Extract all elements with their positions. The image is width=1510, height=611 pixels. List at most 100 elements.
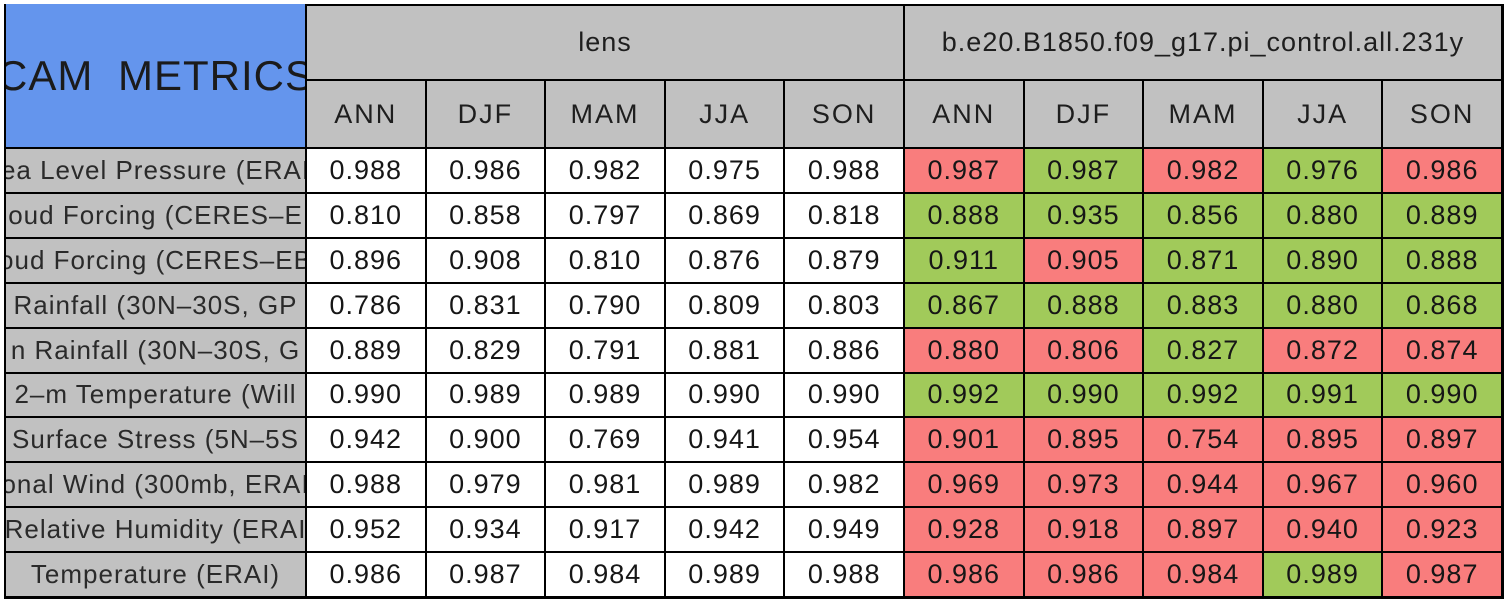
lens-value-cell: 0.941 — [665, 418, 784, 462]
lens-value-cell: 0.934 — [426, 508, 545, 552]
lens-value-cell: 0.810 — [546, 238, 664, 282]
control-value-cell: 0.987 — [1024, 149, 1143, 192]
control-season-header-mam: MAM — [1144, 81, 1262, 147]
control-value-cell: 0.880 — [1263, 283, 1382, 327]
lens-value-cell: 0.942 — [307, 418, 425, 462]
control-value-cell: 0.895 — [1024, 418, 1143, 462]
lens-value-cell: 0.989 — [665, 463, 784, 507]
lens-value-cell: 0.982 — [785, 463, 903, 507]
control-value-cell: 0.986 — [904, 553, 1023, 596]
control-value-cell: 0.935 — [1024, 193, 1143, 237]
column-group-control-run: b.e20.B1850.f09_g17.pi_control.all.231y — [904, 6, 1501, 79]
control-value-cell: 0.897 — [1144, 508, 1262, 552]
lens-value-cell: 0.881 — [665, 328, 784, 372]
control-value-cell: 0.992 — [1144, 373, 1262, 417]
control-value-cell: 0.905 — [1024, 238, 1143, 282]
row-label: ea Level Pressure (ERAI — [6, 149, 305, 192]
control-value-cell: 0.986 — [1024, 553, 1143, 596]
lens-value-cell: 0.952 — [307, 508, 425, 552]
row-label: Rainfall (30N–30S, GP — [6, 283, 305, 327]
lens-value-cell: 0.986 — [307, 553, 425, 596]
lens-value-cell: 0.987 — [426, 553, 545, 596]
lens-value-cell: 0.990 — [785, 373, 903, 417]
control-value-cell: 0.901 — [904, 418, 1023, 462]
lens-value-cell: 0.803 — [785, 283, 903, 327]
lens-value-cell: 0.809 — [665, 283, 784, 327]
control-value-cell: 0.880 — [1263, 193, 1382, 237]
lens-value-cell: 0.858 — [426, 193, 545, 237]
control-value-cell: 0.856 — [1144, 193, 1262, 237]
control-value-cell: 0.895 — [1263, 418, 1382, 462]
lens-season-header-djf: DJF — [426, 81, 545, 147]
control-value-cell: 0.987 — [904, 149, 1023, 192]
lens-value-cell: 0.981 — [546, 463, 664, 507]
control-value-cell: 0.754 — [1144, 418, 1262, 462]
control-value-cell: 0.867 — [904, 283, 1023, 327]
control-value-cell: 0.990 — [1024, 373, 1143, 417]
control-value-cell: 0.888 — [1383, 238, 1501, 282]
lens-value-cell: 0.989 — [426, 373, 545, 417]
control-value-cell: 0.871 — [1144, 238, 1262, 282]
lens-value-cell: 0.988 — [307, 149, 425, 192]
control-value-cell: 0.827 — [1144, 328, 1262, 372]
control-value-cell: 0.872 — [1263, 328, 1382, 372]
lens-value-cell: 0.975 — [665, 149, 784, 192]
control-value-cell: 0.987 — [1383, 553, 1501, 596]
lens-value-cell: 0.831 — [426, 283, 545, 327]
lens-value-cell: 0.889 — [307, 328, 425, 372]
lens-value-cell: 0.790 — [546, 283, 664, 327]
row-label: n Rainfall (30N–30S, G — [6, 328, 305, 372]
control-value-cell: 0.991 — [1263, 373, 1382, 417]
control-value-cell: 0.986 — [1383, 149, 1501, 192]
row-label: 2–m Temperature (Will — [6, 373, 305, 417]
row-label: Relative Humidity (ERAI — [6, 508, 305, 552]
control-value-cell: 0.984 — [1144, 553, 1262, 596]
control-value-cell: 0.928 — [904, 508, 1023, 552]
control-value-cell: 0.989 — [1263, 553, 1382, 596]
control-season-header-jja: JJA — [1263, 81, 1382, 147]
control-value-cell: 0.888 — [904, 193, 1023, 237]
control-value-cell: 0.918 — [1024, 508, 1143, 552]
lens-value-cell: 0.988 — [785, 553, 903, 596]
control-value-cell: 0.883 — [1144, 283, 1262, 327]
control-value-cell: 0.897 — [1383, 418, 1501, 462]
control-value-cell: 0.969 — [904, 463, 1023, 507]
lens-value-cell: 0.990 — [307, 373, 425, 417]
control-value-cell: 0.874 — [1383, 328, 1501, 372]
control-value-cell: 0.806 — [1024, 328, 1143, 372]
lens-value-cell: 0.984 — [546, 553, 664, 596]
lens-value-cell: 0.979 — [426, 463, 545, 507]
control-value-cell: 0.923 — [1383, 508, 1501, 552]
lens-value-cell: 0.986 — [426, 149, 545, 192]
lens-season-header-mam: MAM — [546, 81, 664, 147]
lens-value-cell: 0.908 — [426, 238, 545, 282]
control-value-cell: 0.960 — [1383, 463, 1501, 507]
row-label: Temperature (ERAI) — [6, 553, 305, 596]
control-season-header-son: SON — [1383, 81, 1501, 147]
lens-value-cell: 0.818 — [785, 193, 903, 237]
lens-value-cell: 0.949 — [785, 508, 903, 552]
control-season-header-ann: ANN — [904, 81, 1023, 147]
lens-value-cell: 0.989 — [665, 553, 784, 596]
lens-value-cell: 0.942 — [665, 508, 784, 552]
control-value-cell: 0.944 — [1144, 463, 1262, 507]
control-value-cell: 0.880 — [904, 328, 1023, 372]
control-value-cell: 0.973 — [1024, 463, 1143, 507]
lens-value-cell: 0.810 — [307, 193, 425, 237]
lens-value-cell: 0.791 — [546, 328, 664, 372]
control-season-header-djf: DJF — [1024, 81, 1143, 147]
column-group-lens: lens — [307, 6, 903, 79]
control-value-cell: 0.911 — [904, 238, 1023, 282]
lens-season-header-ann: ANN — [307, 81, 425, 147]
control-value-cell: 0.990 — [1383, 373, 1501, 417]
lens-value-cell: 0.988 — [307, 463, 425, 507]
lens-value-cell: 0.989 — [546, 373, 664, 417]
control-value-cell: 0.976 — [1263, 149, 1382, 192]
control-value-cell: 0.888 — [1024, 283, 1143, 327]
control-value-cell: 0.889 — [1383, 193, 1501, 237]
lens-value-cell: 0.990 — [665, 373, 784, 417]
lens-value-cell: 0.786 — [307, 283, 425, 327]
lens-value-cell: 0.982 — [546, 149, 664, 192]
control-value-cell: 0.982 — [1144, 149, 1262, 192]
control-value-cell: 0.890 — [1263, 238, 1382, 282]
